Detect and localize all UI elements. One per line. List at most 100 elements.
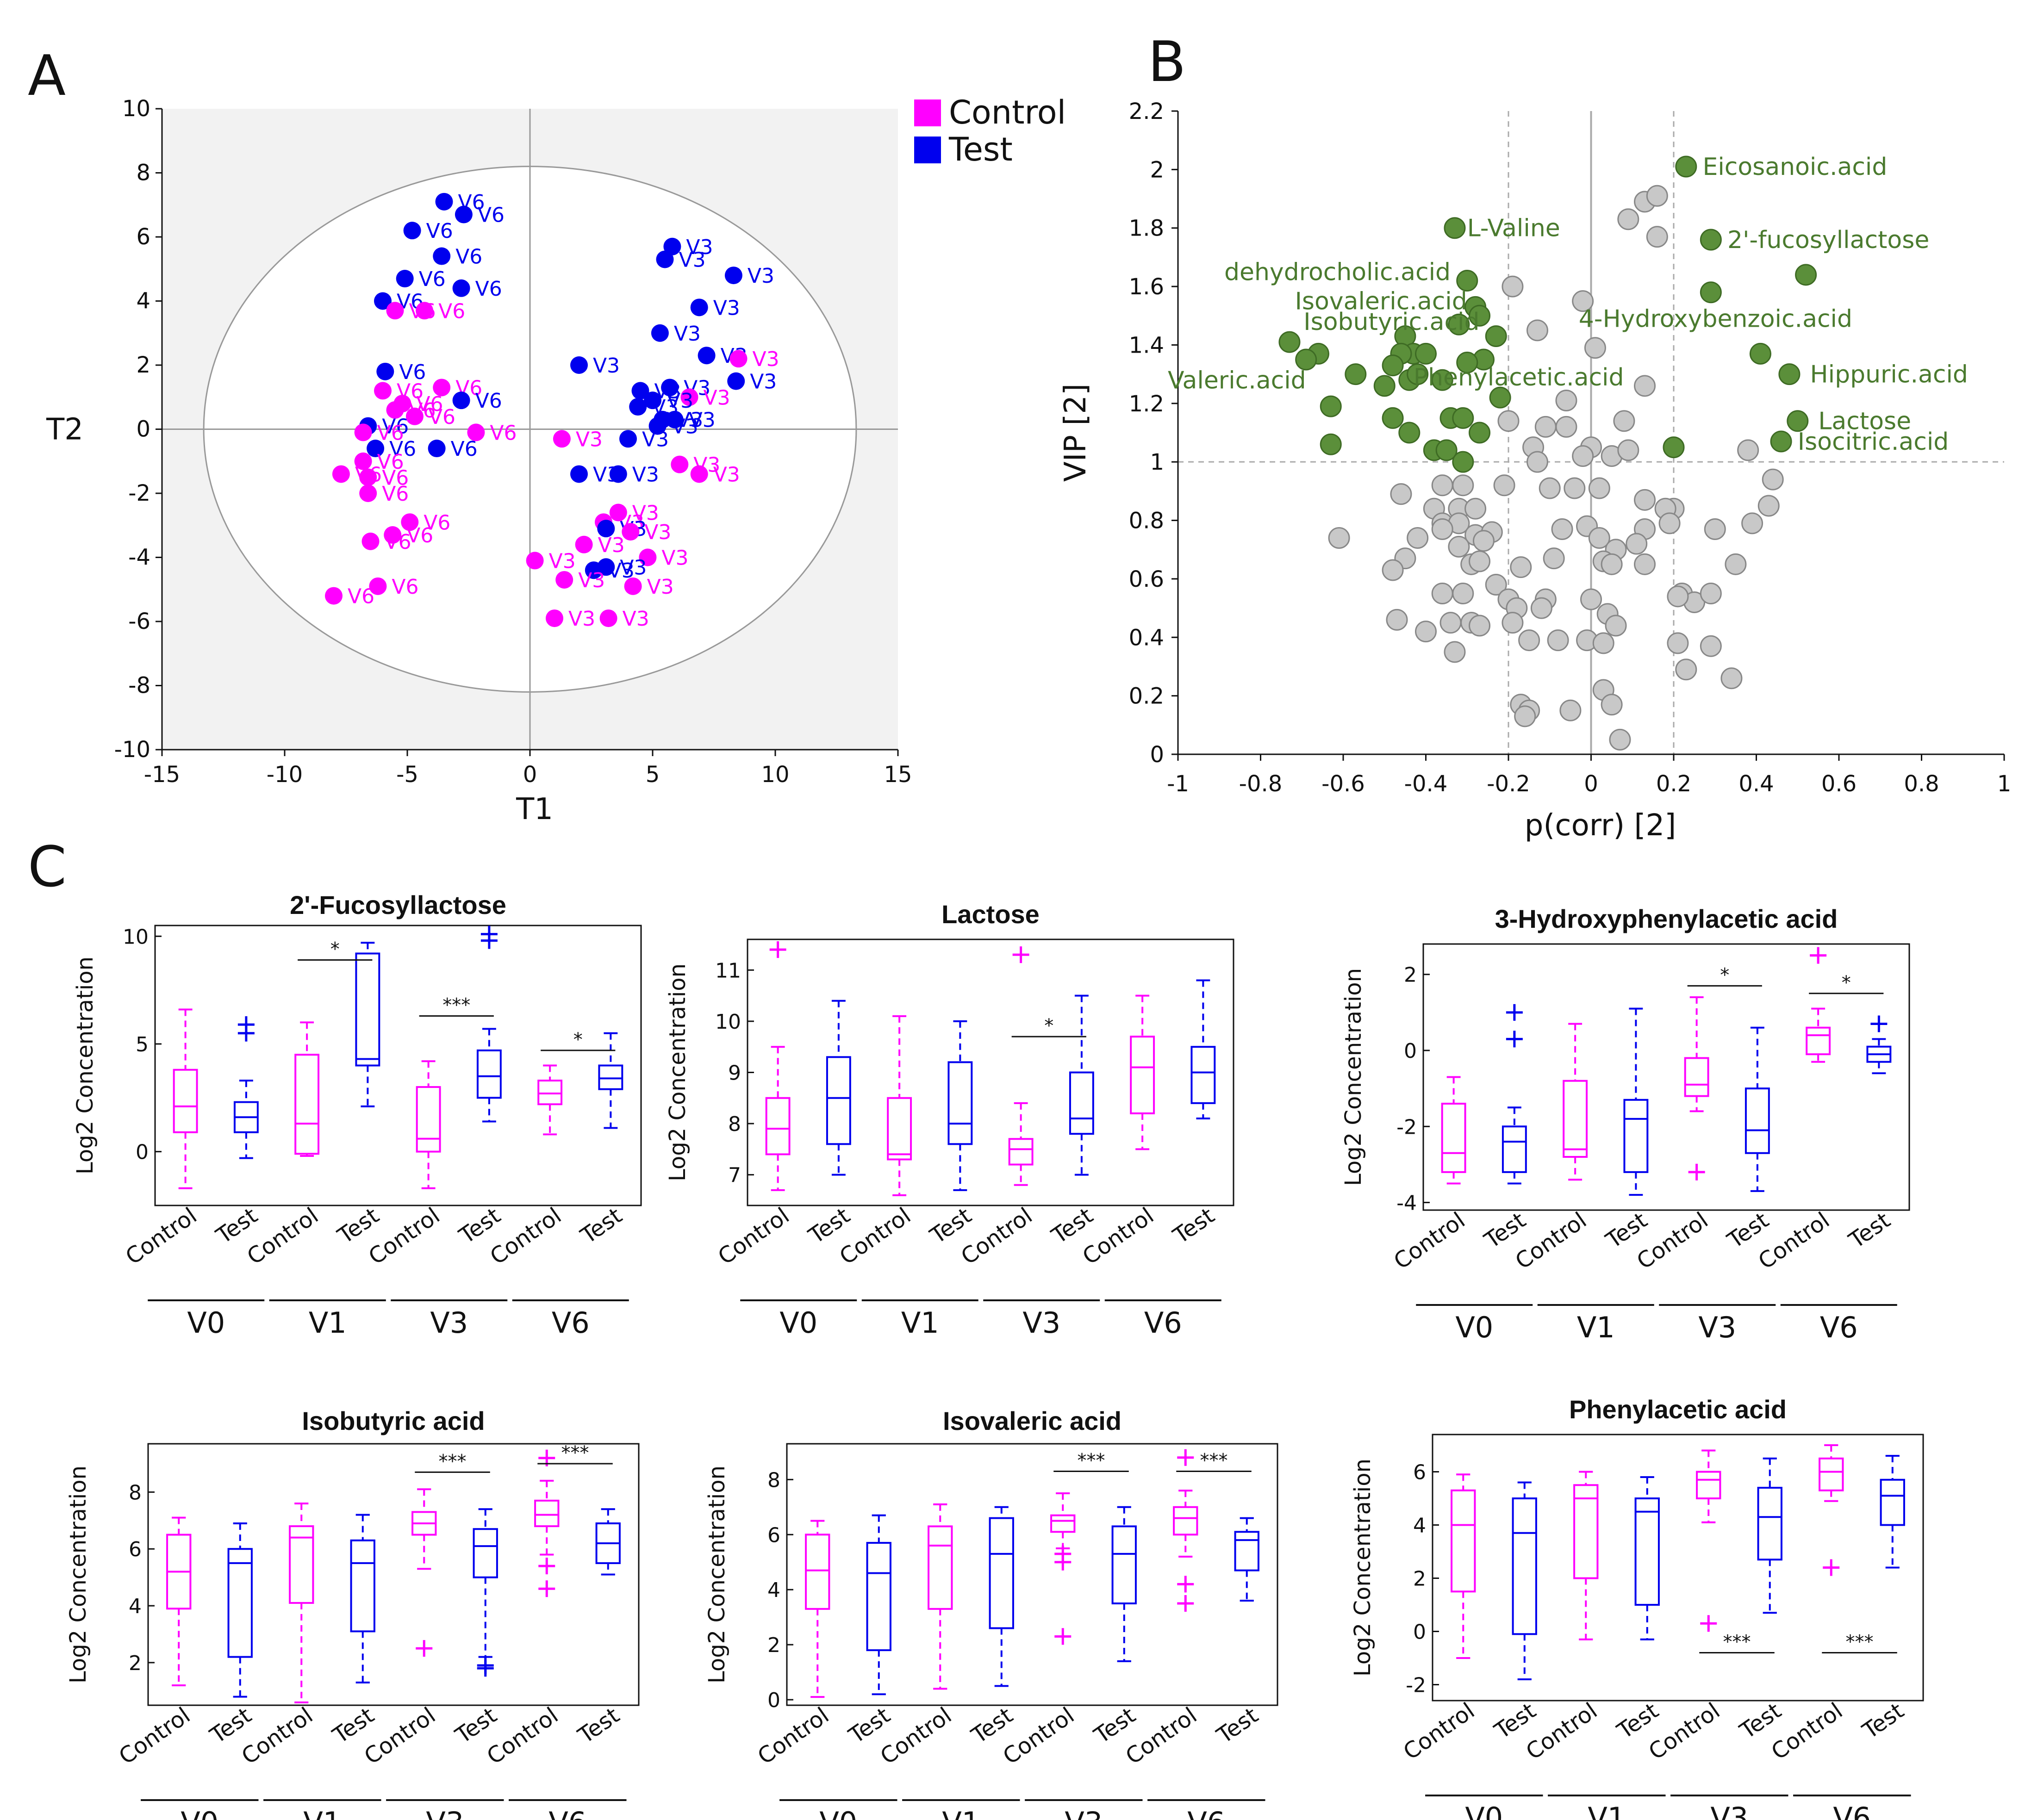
significant-metabolite-point [1469, 422, 1491, 444]
metabolite-point [1601, 553, 1623, 575]
metabolite-point [1609, 728, 1631, 751]
y-axis-title: Log2 Concentration [72, 957, 98, 1174]
metabolite-point [1737, 439, 1759, 461]
significant-metabolite-point [1415, 342, 1437, 365]
metabolite-point [1444, 641, 1466, 663]
metabolite-point [1584, 337, 1606, 359]
category-label: Control [360, 1702, 440, 1770]
score-point [553, 430, 571, 448]
significant-metabolite-point [1456, 269, 1478, 292]
significant-metabolite-point [1448, 313, 1470, 335]
y-tick-label: 8 [767, 1468, 780, 1492]
category-label: Control [1767, 1698, 1847, 1765]
metabolite-point [1407, 527, 1429, 549]
significant-metabolite-point [1452, 451, 1474, 473]
metabolite-point [1452, 583, 1474, 604]
metabolite-point [1555, 416, 1577, 438]
x-tick-label: 5 [646, 762, 660, 788]
chart-title: Isovaleric acid [943, 1406, 1122, 1435]
box [1130, 1036, 1155, 1114]
y-tick-label: -2 [128, 480, 150, 506]
box [947, 1061, 973, 1145]
score-point [666, 410, 684, 429]
metabolite-point [1431, 583, 1453, 604]
significance-label: *** [1723, 1632, 1751, 1653]
score-point-label: V3 [667, 389, 693, 413]
score-point-label: V6 [406, 524, 433, 547]
significant-metabolite-point [1320, 433, 1342, 455]
significant-metabolite-point [1431, 369, 1453, 391]
metabolite-point [1757, 495, 1780, 517]
category-label: Test [576, 1203, 627, 1249]
significant-metabolite-point [1278, 331, 1301, 353]
axes-frame [786, 1443, 1278, 1706]
score-point [644, 391, 661, 410]
metabolite-point [1534, 416, 1557, 438]
score-point-label: V3 [623, 607, 649, 631]
score-point-label: V6 [429, 405, 455, 429]
box [1069, 1071, 1094, 1135]
significance-label: * [1044, 1015, 1053, 1037]
score-point-label: V6 [424, 511, 450, 534]
category-label: Control [482, 1702, 563, 1770]
y-tick-label: -2 [1396, 1115, 1417, 1139]
y-tick-label: 2.2 [1129, 99, 1164, 124]
y-tick-label: 8 [136, 160, 150, 186]
score-point [435, 193, 453, 211]
category-label: Control [114, 1702, 195, 1770]
score-point [359, 468, 377, 486]
metabolite-label: dehydrocholic.acid [1224, 259, 1451, 286]
x-tick-label: 15 [884, 762, 912, 788]
legend-swatch-control [914, 99, 941, 126]
score-point-label: V6 [382, 466, 409, 490]
visit-label: V3 [1022, 1306, 1060, 1340]
box [1634, 1497, 1660, 1606]
box [355, 952, 380, 1067]
score-point-label: V3 [576, 428, 603, 451]
category-label: Control [753, 1702, 834, 1770]
y-tick-label: 11 [715, 959, 741, 982]
score-point-label: V6 [490, 421, 517, 445]
legend-swatch-test [914, 137, 941, 163]
score-point [651, 324, 669, 342]
significant-metabolite-point [1407, 363, 1429, 385]
y-tick-label: 0 [136, 416, 150, 442]
score-point-label: V3 [647, 575, 674, 599]
metabolite-label: Isovaleric.acid [1295, 288, 1467, 316]
axes-frame [747, 938, 1234, 1206]
category-label: Test [1857, 1698, 1908, 1745]
metabolite-point [1386, 609, 1408, 631]
score-point-label: V3 [679, 248, 706, 272]
score-point [386, 302, 404, 320]
category-label: Control [1399, 1698, 1479, 1765]
y-tick-label: 4 [136, 288, 150, 314]
visit-label: V3 [1698, 1311, 1736, 1344]
box [765, 1097, 791, 1155]
significance-label: *** [1078, 1450, 1105, 1471]
metabolite-point [1502, 612, 1524, 634]
score-point-label: V3 [713, 296, 740, 320]
metabolite-point [1572, 290, 1594, 312]
axes-frame [147, 1443, 640, 1706]
vip-scatter-plot: -1 -0.8 -0.6 -0.4 -0.2 0 0.2 0.4 0.6 0.8 1 2.2 2 1.8 1… [1059, 99, 2011, 843]
metabolite-point [1382, 559, 1404, 581]
metabolite-point [1493, 474, 1515, 497]
metabolite-point [1675, 658, 1697, 681]
score-point-label: V6 [377, 421, 404, 445]
metabolite-point [1564, 477, 1586, 499]
score-point-label: V6 [419, 267, 446, 291]
y-tick-label: 2 [1404, 963, 1417, 987]
box [1008, 1138, 1034, 1166]
box [1573, 1484, 1599, 1579]
category-label: Control [1521, 1698, 1602, 1765]
chart-title: 3-Hydroxyphenylacetic acid [1495, 904, 1838, 933]
metabolite-point [1617, 439, 1639, 461]
panel-label-a: A [28, 44, 66, 108]
metabolite-point [1390, 483, 1412, 505]
score-point-label: V6 [392, 575, 418, 599]
metabolite-point [1700, 583, 1722, 604]
boxplot-isovaleric-acid: Isovaleric acid 0 2 4 6 8 Log2 Concentration Co… [704, 1406, 1278, 1820]
score-point [416, 302, 434, 320]
significant-metabolite-point [1795, 264, 1817, 286]
metabolite-point [1497, 410, 1520, 432]
